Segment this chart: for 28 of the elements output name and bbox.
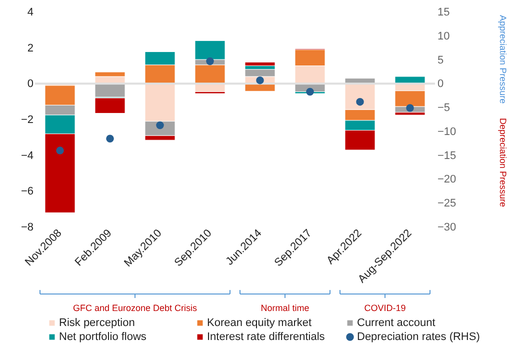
text: Depreciation Pressure (498, 118, 508, 208)
text: Appreciation Pressure (498, 15, 508, 104)
legend-label: Interest rate differentials (207, 331, 326, 343)
y-tick-label: 4 (27, 6, 34, 18)
y2-tick-label: 0 (438, 78, 444, 90)
legend-label: Depreciation rates (RHS) (357, 331, 480, 343)
y2-tick-label: −30 (438, 222, 456, 234)
y2-tick-label: −15 (438, 150, 456, 162)
y2-tick-label: 5 (438, 54, 444, 66)
y2-tick-label: −5 (438, 102, 450, 114)
legend-label: Risk perception (59, 317, 135, 329)
legend-label: Current account (357, 317, 436, 329)
text: Normal time (260, 303, 310, 313)
y-tick-label: 0 (27, 78, 34, 90)
legend-label: Net portfolio flows (59, 331, 147, 343)
y2-tick-label: −10 (438, 126, 456, 138)
y2-tick-label: −20 (438, 174, 456, 186)
text: GFC and Eurozone Debt Crisis (72, 303, 198, 313)
text: COVID-19 (364, 303, 406, 313)
y-tick-label: −4 (20, 150, 34, 162)
legend-label: Korean equity market (207, 317, 312, 329)
y-tick-label: −8 (20, 222, 34, 234)
y-tick-label: 2 (27, 42, 34, 54)
y-tick-label: −2 (20, 114, 34, 126)
y-tick-label: −6 (20, 186, 34, 198)
y2-tick-label: 15 (438, 6, 450, 18)
y2-tick-label: −25 (438, 198, 456, 210)
y2-tick-label: 10 (438, 30, 450, 42)
